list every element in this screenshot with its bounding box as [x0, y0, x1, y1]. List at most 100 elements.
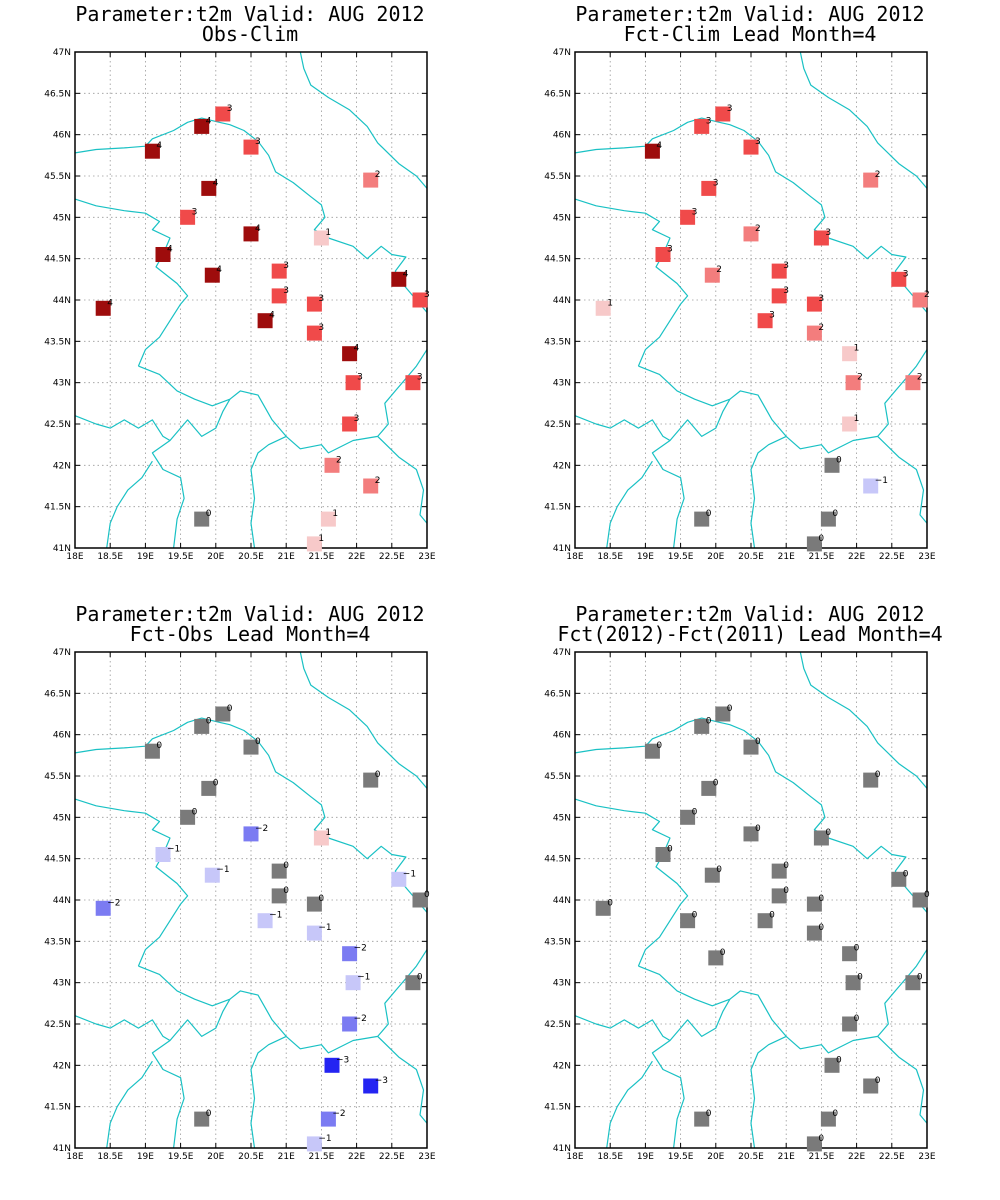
station-square: [144, 743, 160, 759]
station-value-label: −1: [403, 869, 416, 879]
station-value-label: 3: [283, 286, 289, 296]
station-value-label: 0: [318, 894, 324, 904]
x-tick-label: 18E: [66, 552, 83, 562]
station-value-label: −1: [216, 865, 229, 875]
station-value-label: 0: [818, 534, 824, 544]
station-value-label: 0: [854, 944, 860, 954]
y-tick-label: 42N: [53, 1061, 71, 1071]
station-square: [771, 863, 787, 879]
x-tick-label: 22.5E: [879, 552, 905, 562]
station-square: [257, 313, 273, 329]
station-value-label: 4: [269, 311, 275, 321]
station-markers: 3 4 4 3 2 4 3 4 1 4 3 4 4 3 3 3 4 4 3 4 3 3 3 2 2 0 1 1: [95, 104, 430, 552]
station-markers: 0 0 0 0 0 0 0 0 0 0 0 0 0 0 0 0 0 0 0 0 0 0 0 0 0 0 0 0 0 0: [595, 704, 930, 1152]
station-square: [813, 830, 829, 846]
station-value-label: 0: [255, 737, 261, 747]
station-value-label: 3: [357, 373, 363, 383]
station-value-label: 0: [832, 1109, 838, 1119]
country-border: [250, 435, 287, 549]
station-square: [680, 913, 696, 929]
y-tick-label: 46.5N: [544, 89, 571, 99]
country-border: [574, 1015, 671, 1042]
country-border: [606, 460, 653, 549]
station-square: [391, 871, 407, 887]
station-value-label: 0: [720, 948, 726, 958]
station-square: [595, 300, 611, 316]
station-square: [306, 536, 322, 552]
station-square: [324, 1057, 340, 1073]
station-value-label: 1: [332, 509, 338, 519]
x-tick-label: 21E: [778, 552, 795, 562]
station-square: [757, 913, 773, 929]
station-value-label: 0: [716, 865, 722, 875]
station-value-label: 0: [875, 1076, 881, 1086]
country-border: [74, 415, 171, 442]
y-tick-label: 43.5N: [44, 337, 71, 347]
x-tick-label: 19E: [137, 552, 154, 562]
y-tick-label: 42N: [53, 461, 71, 471]
station-square: [771, 263, 787, 279]
y-tick-label: 44.5N: [544, 255, 571, 265]
y-tick-label: 43N: [53, 979, 71, 989]
country-border: [138, 949, 428, 1054]
station-square: [842, 416, 858, 432]
station-square: [824, 1057, 840, 1073]
station-square: [313, 230, 329, 246]
station-value-label: 4: [167, 245, 173, 255]
station-square: [771, 288, 787, 304]
x-tick-label: 23E: [918, 1152, 935, 1162]
panel-fct-obs: Parameter:t2m Valid: AUG 2012 Fct-Obs Le…: [44, 602, 436, 1162]
station-square: [820, 511, 836, 527]
station-square: [701, 780, 717, 796]
y-tick-label: 43.5N: [44, 937, 71, 947]
y-tick-label: 47N: [553, 648, 571, 658]
station-square: [912, 892, 928, 908]
station-square: [412, 892, 428, 908]
y-tick-label: 42N: [553, 461, 571, 471]
station-value-label: 0: [818, 923, 824, 933]
x-tick-label: 19.5E: [668, 1152, 694, 1162]
station-square: [863, 478, 879, 494]
y-tick-label: 43N: [553, 379, 571, 389]
station-value-label: 0: [706, 509, 712, 519]
x-tick-label: 21.5E: [809, 552, 835, 562]
y-tick-label: 44.5N: [44, 255, 71, 265]
station-value-label: 0: [727, 704, 733, 714]
station-value-label: 2: [336, 455, 342, 465]
station-square: [180, 809, 196, 825]
station-value-label: −1: [318, 923, 331, 933]
station-value-label: −1: [875, 476, 888, 486]
y-tick-label: 45N: [53, 813, 71, 823]
x-tick-label: 22E: [348, 552, 365, 562]
station-value-label: 0: [417, 973, 423, 983]
x-tick-label: 20E: [707, 1152, 724, 1162]
station-square: [194, 511, 210, 527]
station-value-label: 0: [227, 704, 233, 714]
country-border: [877, 435, 928, 524]
station-square: [771, 888, 787, 904]
station-value-label: 4: [403, 269, 409, 279]
country-border: [638, 949, 928, 1054]
station-square: [820, 1111, 836, 1127]
x-tick-label: 23E: [918, 552, 935, 562]
station-square: [320, 1111, 336, 1127]
station-value-label: 3: [354, 414, 360, 424]
y-tick-label: 42.5N: [44, 1020, 71, 1030]
y-tick-label: 44N: [553, 896, 571, 906]
station-value-label: 0: [206, 509, 212, 519]
station-square: [194, 118, 210, 134]
station-square: [694, 1111, 710, 1127]
station-square: [345, 975, 361, 991]
station-square: [391, 271, 407, 287]
country-border: [138, 349, 428, 454]
station-square: [313, 830, 329, 846]
y-tick-label: 41N: [553, 1144, 571, 1154]
country-border: [606, 1060, 653, 1149]
x-tick-label: 19E: [137, 1152, 154, 1162]
station-square: [694, 118, 710, 134]
y-tick-label: 45N: [53, 213, 71, 223]
y-tick-label: 43.5N: [544, 937, 571, 947]
station-value-label: 2: [857, 373, 863, 383]
station-value-label: 0: [832, 509, 838, 519]
y-tick-label: 45N: [553, 813, 571, 823]
